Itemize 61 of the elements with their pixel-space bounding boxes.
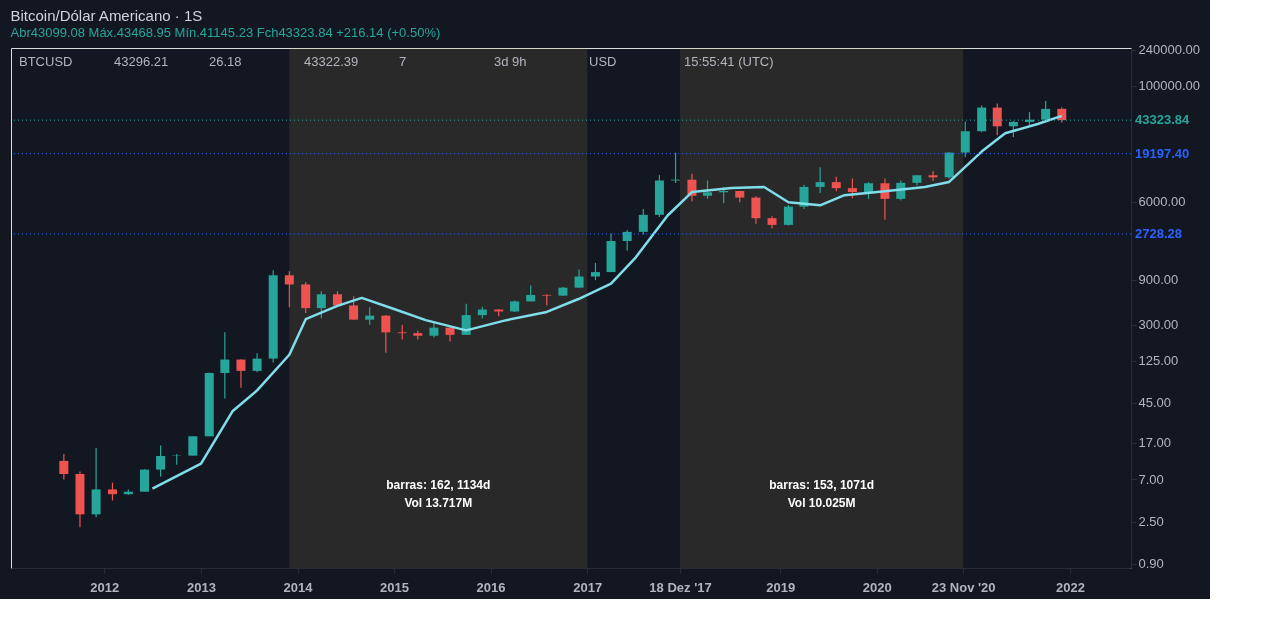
y-tick-label: 45.00 bbox=[1138, 395, 1172, 411]
annotation: BTCUSD bbox=[19, 54, 73, 69]
x-tick-label: 2012 bbox=[90, 579, 120, 595]
candlestick bbox=[188, 435, 198, 457]
annotation: USD bbox=[589, 54, 617, 69]
y-tick-label: 100000.00 bbox=[1138, 78, 1200, 94]
line-series bbox=[151, 114, 1064, 490]
y-tick-label: 240000.00 bbox=[1138, 42, 1200, 58]
candlestick bbox=[59, 453, 69, 481]
x-tick-label: 2013 bbox=[187, 579, 216, 595]
candlestick bbox=[156, 444, 166, 478]
candlestick bbox=[316, 290, 326, 320]
candlestick bbox=[349, 295, 359, 321]
x-tick-label: 23 Nov '20 bbox=[931, 579, 996, 595]
candlestick bbox=[381, 314, 391, 354]
x-tick-label: 2019 bbox=[766, 579, 796, 595]
candlestick bbox=[220, 331, 230, 400]
y-tick-label: 7.00 bbox=[1138, 471, 1164, 487]
ref-line-label: 19197.40 bbox=[1135, 145, 1190, 161]
y-tick-label: 6000.00 bbox=[1138, 194, 1186, 210]
candlestick bbox=[638, 208, 648, 235]
x-tick-label: 2020 bbox=[862, 579, 892, 595]
y-tick-label: 17.00 bbox=[1138, 435, 1172, 451]
annotation: 43322.39 bbox=[304, 54, 359, 69]
x-tick-label: 2016 bbox=[476, 579, 506, 595]
annotation: 7 bbox=[399, 54, 407, 69]
candlestick bbox=[574, 268, 584, 289]
band-label: barras: 153, 1071d Vol 10.025M bbox=[769, 477, 874, 510]
candlestick bbox=[252, 352, 262, 373]
x-tick-label: 18 Dez '17 bbox=[649, 579, 712, 595]
candlestick bbox=[847, 177, 857, 199]
candlestick bbox=[703, 179, 713, 200]
annotation: 15:55:41 (UTC) bbox=[684, 54, 774, 69]
x-tick-label: 2014 bbox=[283, 579, 314, 595]
y-tick-label: 300.00 bbox=[1138, 317, 1179, 333]
band-label: barras: 162, 1134d Vol 13.717M bbox=[386, 477, 491, 510]
chart-title: Bitcoin/Dólar Americano · 1S bbox=[10, 6, 203, 24]
annotation: 43296.21 bbox=[114, 54, 169, 69]
candlestick bbox=[236, 358, 246, 389]
candlestick bbox=[751, 195, 761, 225]
candlestick bbox=[284, 270, 294, 308]
candlestick bbox=[783, 204, 793, 227]
candlestick bbox=[960, 120, 970, 158]
y-tick-label: 2.50 bbox=[1138, 514, 1164, 530]
ref-line-label: 43323.84 bbox=[1135, 112, 1190, 128]
ref-line-label: 2728.28 bbox=[1135, 225, 1182, 241]
x-tick-label: 2022 bbox=[1056, 579, 1085, 595]
candlestick bbox=[992, 102, 1002, 136]
y-tick-label: 900.00 bbox=[1138, 272, 1179, 288]
candlestick bbox=[815, 166, 825, 194]
y-tick-label: 125.00 bbox=[1138, 353, 1179, 369]
candlestick bbox=[301, 281, 311, 314]
annotation: 26.18 bbox=[209, 54, 242, 69]
annotation: 3d 9h bbox=[494, 54, 527, 69]
x-tick-label: 2015 bbox=[380, 579, 409, 595]
candlestick bbox=[928, 170, 938, 182]
y-tick-label: 0.90 bbox=[1138, 556, 1164, 572]
x-tick-label: 2017 bbox=[573, 579, 603, 595]
chart-subtitle: Abr43099.08 Máx.43468.95 Mín.41145.23 Fch43323.84 +216.14 (+0.50%) bbox=[10, 24, 441, 40]
candlestick bbox=[622, 229, 632, 251]
candlestick bbox=[139, 468, 149, 493]
